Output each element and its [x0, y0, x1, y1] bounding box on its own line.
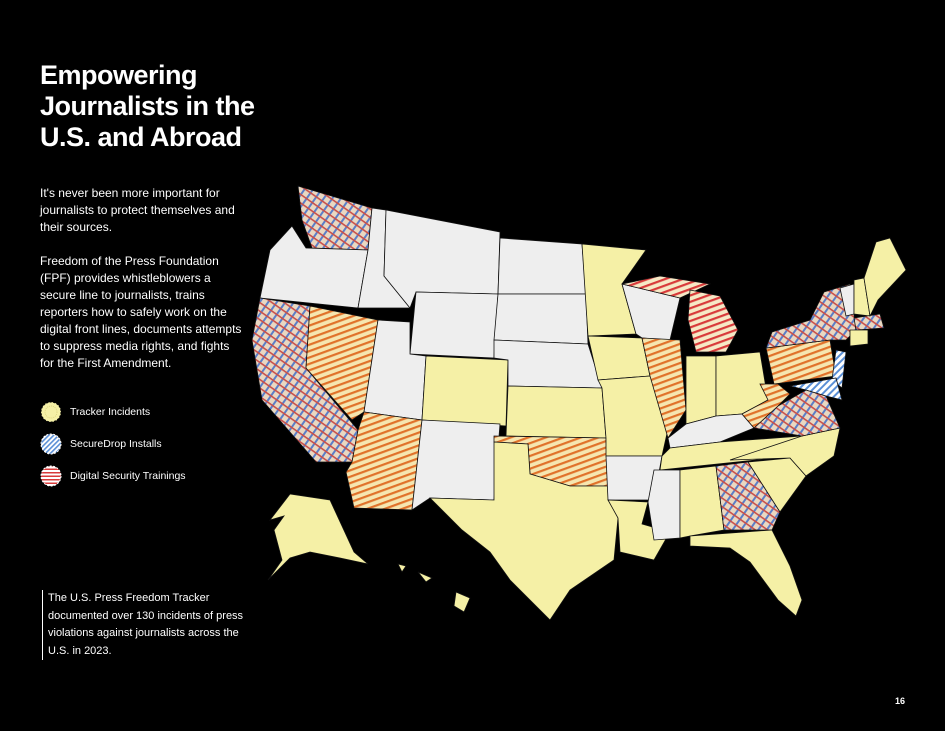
state-colorado — [421, 355, 509, 427]
state-illinois — [641, 337, 687, 439]
legend-item-tracker: Tracker Incidents — [40, 400, 260, 424]
state-new-mexico — [411, 419, 501, 511]
state-louisiana — [607, 499, 671, 561]
state-alabama — [679, 465, 725, 539]
page-title: Empowering Journalists in the U.S. and A… — [40, 60, 270, 153]
body-paragraph: Freedom of the Press Foundation (FPF) pr… — [40, 254, 242, 370]
legend-label: Tracker Incidents — [70, 406, 151, 418]
securedrop-swatch-icon — [40, 433, 62, 455]
state-indiana — [685, 355, 717, 425]
state-arizona — [345, 411, 423, 511]
title-line: Journalists in the — [40, 91, 255, 121]
state-georgia — [715, 461, 781, 531]
map-legend: Tracker Incidents SecureDrop Installs — [40, 400, 260, 496]
state-massachusetts — [853, 313, 885, 331]
state-nevada — [305, 305, 379, 421]
state-michigan — [687, 289, 739, 353]
tracker-swatch-icon — [40, 401, 62, 423]
intro-paragraph: It's never been more important for journ… — [40, 186, 235, 234]
state-south-dakota — [493, 293, 589, 345]
state-florida — [689, 529, 803, 617]
state-north-dakota — [497, 237, 587, 295]
state-washington — [297, 185, 373, 251]
callout-stat: The U.S. Press Freedom Tracker documente… — [42, 590, 248, 660]
legend-label: Digital Security Trainings — [70, 470, 186, 482]
state-nebraska — [493, 339, 603, 389]
training-swatch-icon — [40, 465, 62, 487]
state-mississippi — [647, 469, 681, 541]
us-states-map — [251, 185, 907, 620]
title-line: U.S. and Abroad — [40, 122, 242, 152]
legend-item-securedrop: SecureDrop Installs — [40, 432, 260, 456]
state-wyoming — [409, 291, 499, 359]
state-maryland-delaware — [789, 377, 843, 401]
state-michigan-upper — [621, 275, 712, 299]
state-maine — [863, 237, 907, 318]
legend-label: SecureDrop Installs — [70, 438, 162, 450]
state-hawaii — [397, 563, 471, 613]
title-line: Empowering — [40, 60, 198, 90]
state-iowa — [587, 335, 651, 381]
page-number: 16 — [894, 696, 905, 706]
legend-item-training: Digital Security Trainings — [40, 464, 260, 488]
state-texas — [429, 441, 619, 620]
state-kansas — [505, 385, 607, 439]
state-alaska — [267, 493, 369, 581]
state-connecticut — [849, 329, 869, 347]
state-west-virginia — [741, 383, 791, 429]
